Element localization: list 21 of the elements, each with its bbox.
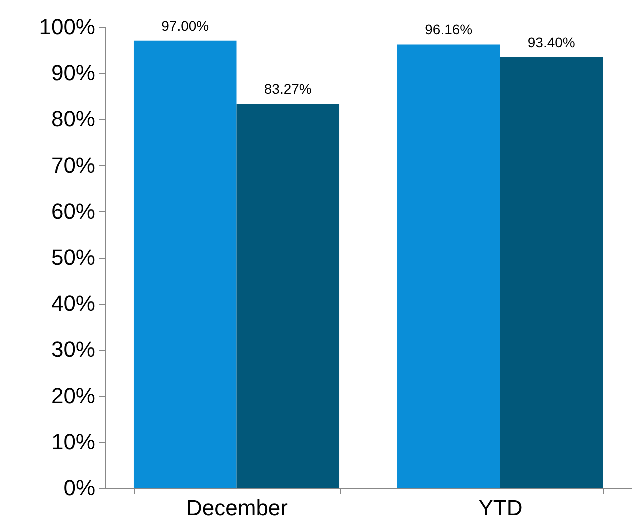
data-label: 83.27% (264, 81, 312, 98)
y-tick-label: 80% (51, 106, 96, 132)
data-label: 93.40% (528, 34, 576, 50)
bar (134, 40, 237, 488)
y-tick-label: 90% (51, 60, 96, 86)
y-tick-label: 10% (51, 429, 96, 454)
y-tick-label: 100% (39, 14, 96, 40)
x-tick-label: December (186, 496, 288, 520)
y-tick-label: 50% (51, 245, 96, 270)
y-tick-label: 20% (51, 383, 96, 408)
y-tick-label: 30% (51, 337, 96, 362)
y-tick-label: 60% (51, 198, 96, 224)
bar (500, 57, 604, 488)
bar (397, 44, 500, 488)
data-label: 97.00% (162, 18, 210, 34)
data-label: 96.16% (425, 22, 473, 38)
x-tick-label: YTD (478, 496, 523, 520)
bar (236, 104, 340, 488)
y-tick-label: 40% (51, 291, 96, 316)
y-tick-label: 70% (51, 152, 96, 178)
y-tick-label: 0% (64, 476, 96, 500)
